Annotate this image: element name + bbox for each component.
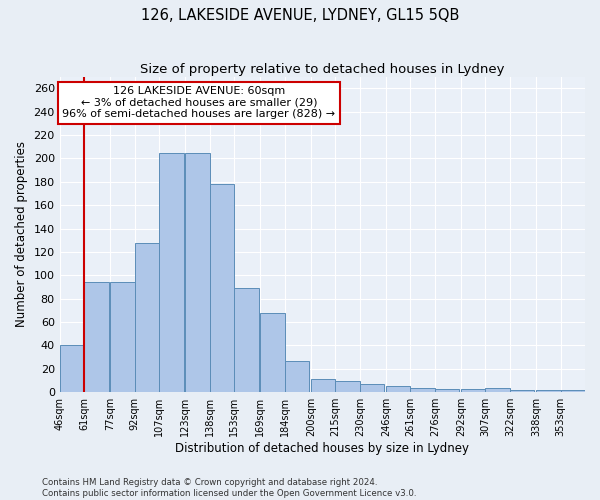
X-axis label: Distribution of detached houses by size in Lydney: Distribution of detached houses by size … [175,442,469,455]
Text: Contains HM Land Registry data © Crown copyright and database right 2024.
Contai: Contains HM Land Registry data © Crown c… [42,478,416,498]
Bar [110,282,135,392]
Bar [59,346,84,392]
Bar [311,380,335,392]
Bar [84,282,109,392]
Text: 126, LAKESIDE AVENUE, LYDNEY, GL15 5QB: 126, LAKESIDE AVENUE, LYDNEY, GL15 5QB [141,8,459,22]
Bar [386,386,410,392]
Title: Size of property relative to detached houses in Lydney: Size of property relative to detached ho… [140,62,505,76]
Bar [234,288,259,392]
Bar [135,242,159,392]
Bar [360,384,385,392]
Bar [485,388,510,392]
Y-axis label: Number of detached properties: Number of detached properties [15,142,28,328]
Bar [335,380,360,392]
Bar [510,390,535,392]
Bar [210,184,234,392]
Text: 126 LAKESIDE AVENUE: 60sqm
← 3% of detached houses are smaller (29)
96% of semi-: 126 LAKESIDE AVENUE: 60sqm ← 3% of detac… [62,86,335,120]
Bar [185,152,210,392]
Bar [560,390,585,392]
Bar [285,360,309,392]
Bar [260,312,285,392]
Bar [536,390,560,392]
Bar [435,388,460,392]
Bar [410,388,435,392]
Bar [159,152,184,392]
Bar [461,388,485,392]
